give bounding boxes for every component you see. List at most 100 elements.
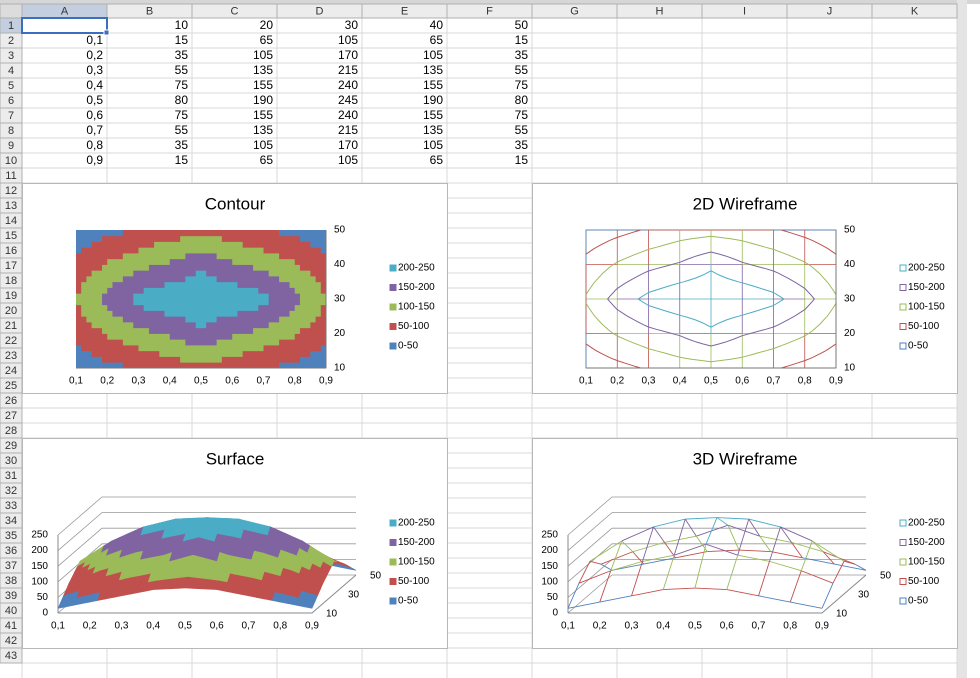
cell-value[interactable]: 215 <box>338 63 358 77</box>
cell-value[interactable]: 65 <box>260 33 274 47</box>
cell-value[interactable]: 15 <box>515 33 529 47</box>
cell-value[interactable]: 35 <box>175 48 189 62</box>
row-label: 3 <box>8 50 14 62</box>
cell-value[interactable]: 0,8 <box>86 138 103 152</box>
contour-patch <box>76 362 82 369</box>
cell-value[interactable]: 105 <box>423 48 443 62</box>
contour-patch <box>237 345 244 352</box>
contour-patch <box>174 247 181 254</box>
row-header[interactable] <box>0 647 23 664</box>
cell-value[interactable]: 155 <box>423 108 443 122</box>
cell-value[interactable]: 0,2 <box>86 48 103 62</box>
contour-patch <box>138 230 145 237</box>
cell-value[interactable]: 105 <box>253 138 273 152</box>
cell-value[interactable]: 240 <box>338 78 358 92</box>
cell-value[interactable]: 105 <box>253 48 273 62</box>
legend-label: 200-250 <box>908 263 945 274</box>
contour-patch <box>263 345 270 352</box>
cell-value[interactable]: 55 <box>175 123 189 137</box>
cell-value[interactable]: 10 <box>175 18 189 32</box>
contour-patch <box>315 258 322 265</box>
contour-patch <box>91 304 98 311</box>
cell-value[interactable]: 80 <box>175 93 189 107</box>
contour-patch <box>190 345 197 352</box>
contour-patch <box>96 235 103 242</box>
cell-value[interactable]: 190 <box>423 93 443 107</box>
chart[interactable]: Surface200-250150-200100-15050-1000-5005… <box>22 438 448 649</box>
contour-patch <box>294 316 301 323</box>
cell-value[interactable]: 75 <box>175 78 189 92</box>
cell-value[interactable]: 30 <box>345 18 359 32</box>
contour-patch <box>107 270 113 277</box>
cell-value[interactable]: 20 <box>260 18 274 32</box>
corner-cell[interactable] <box>0 3 23 19</box>
cell-value[interactable]: 0,9 <box>86 153 103 167</box>
cell-value[interactable]: 240 <box>338 108 358 122</box>
chart[interactable]: 2D Wireframe200-250150-200100-15050-1000… <box>532 183 958 394</box>
cell-value[interactable]: 155 <box>423 78 443 92</box>
cell-value[interactable]: 35 <box>175 138 189 152</box>
cell-value[interactable]: 40 <box>430 18 444 32</box>
contour-patch <box>310 258 316 265</box>
cell-value[interactable]: 65 <box>260 153 274 167</box>
cell-value[interactable]: 80 <box>515 93 529 107</box>
chart[interactable]: Contour200-250150-200100-15050-1000-500,… <box>22 183 448 394</box>
selected-cell[interactable] <box>21 17 108 34</box>
chart[interactable]: 3D Wireframe200-250150-200100-15050-1000… <box>532 438 958 649</box>
cell-value[interactable]: 135 <box>423 63 443 77</box>
cell-value[interactable]: 55 <box>515 63 529 77</box>
cell-value[interactable]: 75 <box>515 78 529 92</box>
contour-patch <box>112 230 119 237</box>
contour-patch <box>112 327 119 334</box>
contour-patch <box>159 356 165 363</box>
cell-value[interactable]: 135 <box>423 123 443 137</box>
cell-value[interactable]: 0,7 <box>86 123 103 137</box>
cell-value[interactable]: 105 <box>423 138 443 152</box>
contour-patch <box>310 293 316 300</box>
contour-line <box>607 251 815 347</box>
cell-value[interactable]: 75 <box>175 108 189 122</box>
contour-patch <box>86 327 93 334</box>
cell-value[interactable]: 135 <box>253 63 273 77</box>
contour-patch <box>102 281 108 288</box>
fill-handle[interactable] <box>103 29 110 36</box>
cell-value[interactable]: 15 <box>515 153 529 167</box>
cell-value[interactable]: 65 <box>430 153 444 167</box>
depth-tick-label: 30 <box>858 590 870 601</box>
contour-patch <box>227 310 233 317</box>
cell-value[interactable]: 245 <box>338 93 358 107</box>
cell-value[interactable]: 190 <box>253 93 273 107</box>
cell-value[interactable]: 35 <box>515 48 529 62</box>
cell-value[interactable]: 0,4 <box>86 78 103 92</box>
cell-value[interactable]: 155 <box>253 78 273 92</box>
contour-patch <box>180 362 186 369</box>
cell-value[interactable]: 0,3 <box>86 63 103 77</box>
contour-patch <box>320 322 327 329</box>
cell-value[interactable]: 55 <box>515 123 529 137</box>
contour-patch <box>268 270 275 277</box>
cell-value[interactable]: 55 <box>175 63 189 77</box>
cell-value[interactable]: 35 <box>515 138 529 152</box>
cell-value[interactable]: 15 <box>175 33 189 47</box>
column-header[interactable] <box>871 3 958 19</box>
cell-value[interactable]: 0,6 <box>86 108 103 122</box>
cell-value[interactable]: 170 <box>338 48 358 62</box>
cell-value[interactable]: 170 <box>338 138 358 152</box>
contour-patch <box>143 327 150 334</box>
cell-value[interactable]: 50 <box>515 18 529 32</box>
cell-value[interactable]: 65 <box>430 33 444 47</box>
cell-value[interactable]: 0,5 <box>86 93 103 107</box>
contour-patch <box>148 287 155 294</box>
contour-patch <box>268 333 275 340</box>
contour-patch <box>76 299 82 306</box>
cell-value[interactable]: 105 <box>338 33 358 47</box>
cell-value[interactable]: 75 <box>515 108 529 122</box>
cell-value[interactable]: 0,1 <box>86 33 103 47</box>
contour-patch <box>112 322 119 329</box>
cell-value[interactable]: 105 <box>338 153 358 167</box>
cell-value[interactable]: 155 <box>253 108 273 122</box>
cell-value[interactable]: 135 <box>253 123 273 137</box>
cell-value[interactable]: 15 <box>175 153 189 167</box>
cell-value[interactable]: 215 <box>338 123 358 137</box>
contour-patch <box>96 270 103 277</box>
